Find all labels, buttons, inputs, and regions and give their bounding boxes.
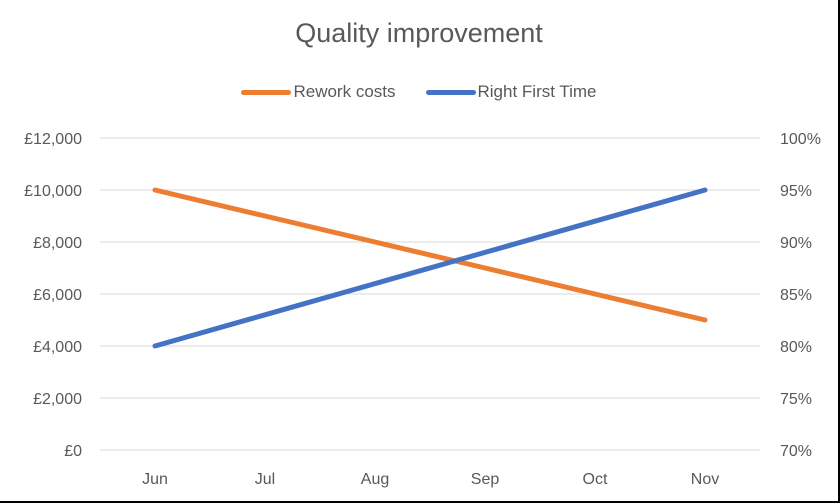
right-axis-tick: 100% xyxy=(780,131,821,148)
right-axis-tick: 90% xyxy=(780,235,812,252)
right-axis-tick: 95% xyxy=(780,183,812,200)
right-axis-tick: 75% xyxy=(780,391,812,408)
series-line xyxy=(152,187,708,349)
chart-legend: Rework costs Right First Time xyxy=(0,82,838,102)
series-line xyxy=(152,187,708,323)
right-axis-tick: 70% xyxy=(780,443,812,460)
legend-label: Right First Time xyxy=(477,82,597,101)
left-axis-tick: £8,000 xyxy=(33,235,82,252)
legend-swatch-orange xyxy=(241,89,292,95)
left-axis-tick: £12,000 xyxy=(24,131,82,148)
x-axis-tick: Aug xyxy=(361,471,389,488)
legend-swatch-blue xyxy=(425,89,476,95)
left-axis-tick: £4,000 xyxy=(33,339,82,356)
legend-label: Rework costs xyxy=(293,82,396,101)
right-axis-tick: 80% xyxy=(780,339,812,356)
legend-item-right-first-time: Right First Time xyxy=(425,82,597,102)
legend-item-rework-costs: Rework costs xyxy=(241,82,396,102)
left-axis-tick: £2,000 xyxy=(33,391,82,408)
x-axis-tick: Sep xyxy=(471,471,500,488)
chart-title: Quality improvement xyxy=(295,18,543,48)
x-axis-tick: Nov xyxy=(691,471,719,488)
x-axis-tick: Jul xyxy=(255,471,275,488)
x-axis-tick: Jun xyxy=(142,471,168,488)
left-axis-tick: £10,000 xyxy=(24,183,82,200)
left-axis-tick: £6,000 xyxy=(33,287,82,304)
right-axis-tick: 85% xyxy=(780,287,812,304)
left-axis-tick: £0 xyxy=(64,443,82,460)
x-axis-tick: Oct xyxy=(583,471,608,488)
